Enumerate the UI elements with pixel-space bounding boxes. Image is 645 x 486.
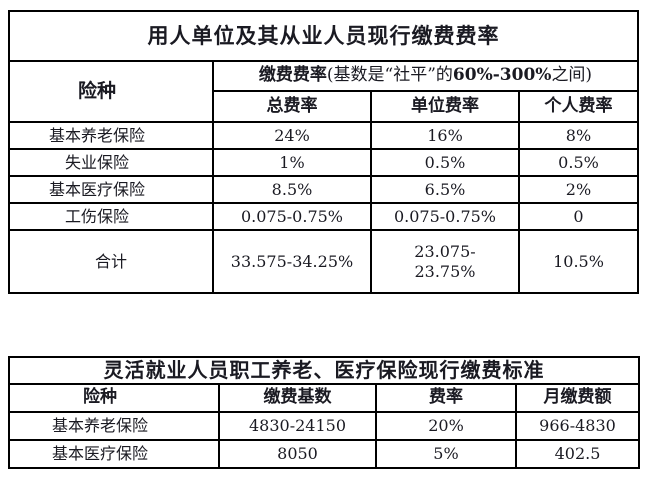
table2-title: 灵活就业人员职工养老、医疗保险现行缴费标准 (8, 356, 640, 385)
total-rate-sum: 33.575-34.25% (212, 229, 372, 294)
table2-title-row: 灵活就业人员职工养老、医疗保险现行缴费标准 (8, 356, 640, 385)
table1-employer-rate-header: 单位费率 (370, 90, 520, 123)
rate-header-tail-part: 之间) (551, 65, 593, 86)
table2-rate-header: 费率 (375, 383, 517, 413)
row-label: 失业保险 (8, 148, 214, 177)
rate-header-bold-part: 缴费费率 (258, 65, 327, 86)
total-rate-value: 24% (212, 121, 372, 150)
employer-rates-table: 用人单位及其从业人员现行缴费费率 险种 缴费费率(基数是“社平”的60%-300… (8, 10, 639, 294)
employer-rate-sum: 23.075- 23.75% (370, 229, 520, 294)
rate-header-range-part: 60%-300% (452, 65, 552, 86)
personal-rate-sum: 10.5% (518, 229, 639, 294)
employer-rate-value: 0.075-0.75% (370, 202, 520, 231)
row-label: 基本养老保险 (8, 411, 220, 441)
table-row-total: 合计 33.575-34.25% 23.075- 23.75% 10.5% (8, 229, 639, 294)
personal-rate-value: 0 (518, 202, 639, 231)
table-row-unemployment: 失业保险 1% 0.5% 0.5% (8, 148, 639, 177)
row-label: 基本医疗保险 (8, 439, 220, 469)
table1-rate-base-header: 缴费费率(基数是“社平”的60%-300%之间) (212, 60, 639, 92)
row-label: 基本医疗保险 (8, 175, 214, 204)
base-value: 4830-24150 (218, 411, 377, 441)
total-rate-value: 8.5% (212, 175, 372, 204)
rate-header-normal-part: (基数是“社平”的 (326, 65, 453, 86)
table2-insurance-type-header: 险种 (8, 383, 220, 413)
flexible-employment-table: 灵活就业人员职工养老、医疗保险现行缴费标准 险种 缴费基数 费率 月缴费额 基本… (8, 356, 640, 469)
table1-total-rate-header: 总费率 (212, 90, 372, 123)
table2-monthly-header: 月缴费额 (515, 383, 640, 413)
table-row-flex-medical: 基本医疗保险 8050 5% 402.5 (8, 439, 640, 469)
table1-personal-rate-header: 个人费率 (518, 90, 639, 123)
rate-value: 20% (375, 411, 517, 441)
table1-header-row-2: 总费率 单位费率 个人费率 (9, 90, 639, 123)
personal-rate-value: 8% (518, 121, 639, 150)
table2-base-header: 缴费基数 (218, 383, 377, 413)
total-rate-value: 0.075-0.75% (212, 202, 372, 231)
table-row-medical: 基本医疗保险 8.5% 6.5% 2% (8, 175, 639, 204)
table2-header-row: 险种 缴费基数 费率 月缴费额 (8, 383, 640, 413)
table-row-work-injury: 工伤保险 0.075-0.75% 0.075-0.75% 0 (8, 202, 639, 231)
employer-rate-value: 0.5% (370, 148, 520, 177)
base-value: 8050 (218, 439, 377, 469)
table1-insurance-type-header: 险种 (8, 60, 214, 123)
total-rate-value: 1% (212, 148, 372, 177)
row-label: 工伤保险 (8, 202, 214, 231)
personal-rate-value: 0.5% (518, 148, 639, 177)
monthly-value: 966-4830 (515, 411, 640, 441)
table-row-flex-pension: 基本养老保险 4830-24150 20% 966-4830 (8, 411, 640, 441)
table1-header-row-1: 险种 缴费费率(基数是“社平”的60%-300%之间) (8, 60, 639, 123)
employer-rate-value: 6.5% (370, 175, 520, 204)
rate-value: 5% (375, 439, 517, 469)
total-row-label: 合计 (8, 229, 214, 294)
table1-title: 用人单位及其从业人员现行缴费费率 (8, 10, 639, 62)
personal-rate-value: 2% (518, 175, 639, 204)
employer-rate-value: 16% (370, 121, 520, 150)
table1-title-row: 用人单位及其从业人员现行缴费费率 (8, 10, 639, 62)
monthly-value: 402.5 (515, 439, 640, 469)
row-label: 基本养老保险 (8, 121, 214, 150)
table-row-pension: 基本养老保险 24% 16% 8% (8, 121, 639, 150)
